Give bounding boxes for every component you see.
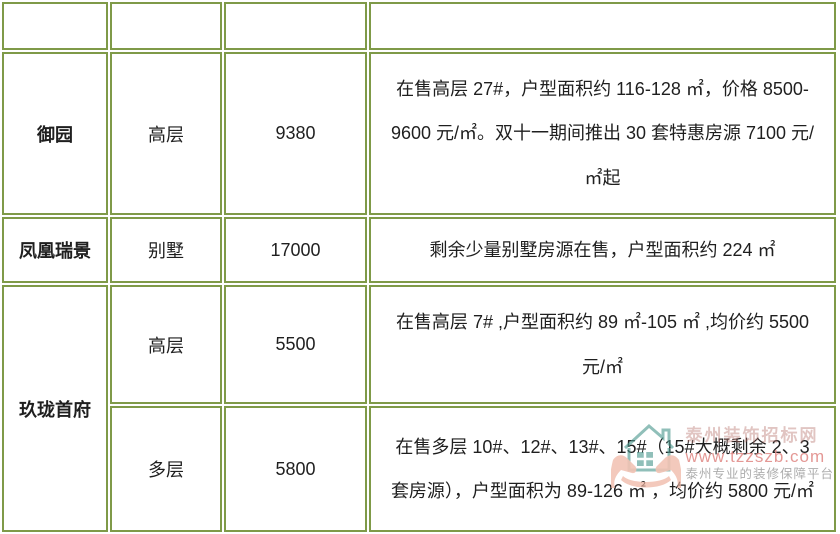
table-row: 御园 高层 9380 在售高层 27#，户型面积约 116-128 ㎡，价格 8…	[2, 52, 836, 215]
property-name: 凤凰瑞景	[2, 217, 108, 283]
price-value: 5800	[224, 406, 367, 532]
header-price: 价格（元/㎡）	[224, 2, 367, 50]
property-name: 御园	[2, 52, 108, 215]
property-name-merged: 玖珑首府	[2, 285, 108, 532]
table-row: 玖珑首府 高层 5500 在售高层 7# ,户型面积约 89 ㎡-105 ㎡ ,…	[2, 285, 836, 532]
table-row: 凤凰瑞景 别墅 17000 剩余少量别墅房源在售，户型面积约 224 ㎡	[2, 217, 836, 283]
header-latest-news: 最新动态	[369, 2, 836, 50]
latest-news: 在售多层 10#、12#、13#、15#（15#大概剩余 2、3 套房源），户型…	[369, 406, 836, 532]
table-row: 多层 5800 在售多层 10#、12#、13#、15#（15#大概剩余 2、3…	[2, 406, 836, 532]
latest-news: 在售高层 27#，户型面积约 116-128 ㎡，价格 8500-9600 元/…	[369, 52, 836, 215]
price-value: 17000	[224, 217, 367, 283]
latest-news: 剩余少量别墅房源在售，户型面积约 224 ㎡	[369, 217, 836, 283]
product-type: 多层	[110, 406, 222, 532]
product-type: 别墅	[110, 217, 222, 283]
header-product-type: 产品类型	[110, 2, 222, 50]
product-type: 高层	[110, 52, 222, 215]
product-type: 高层	[110, 285, 222, 404]
price-value: 9380	[224, 52, 367, 215]
header-property-name: 楼盘名称	[2, 2, 108, 50]
price-value: 5500	[224, 285, 367, 404]
header-row: 楼盘名称 产品类型 价格（元/㎡） 最新动态	[2, 2, 836, 50]
latest-news: 在售高层 7# ,户型面积约 89 ㎡-105 ㎡ ,均价约 5500 元/㎡	[369, 285, 836, 404]
